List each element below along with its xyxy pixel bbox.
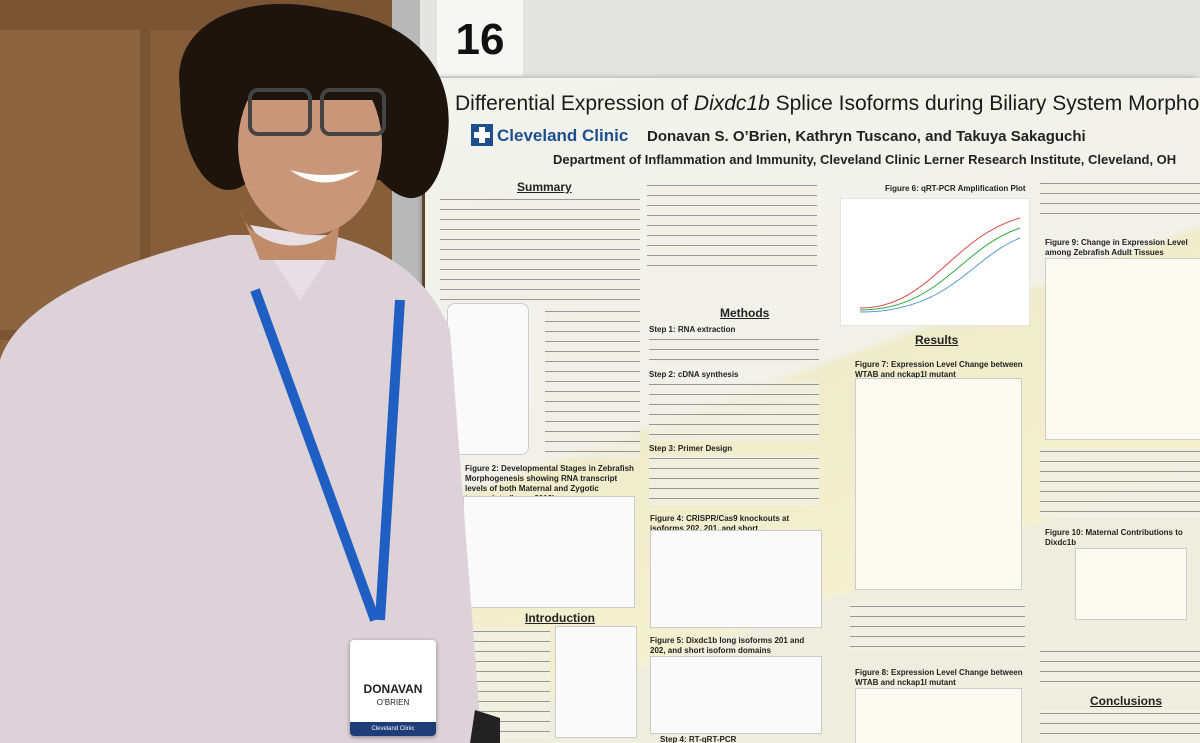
section-heading: Introduction bbox=[525, 611, 595, 625]
body-text bbox=[649, 455, 819, 505]
badge-first-name: DONAVAN bbox=[363, 682, 423, 696]
figure-image bbox=[1045, 258, 1200, 440]
section-heading: Summary bbox=[517, 180, 572, 194]
title-gene: Dixdc1b bbox=[693, 92, 770, 115]
figure-image bbox=[650, 656, 822, 734]
section-heading: Conclusions bbox=[1090, 694, 1163, 708]
glasses-lens bbox=[320, 88, 386, 136]
body-text bbox=[1040, 448, 1200, 518]
title-text: Differential Expression of bbox=[455, 92, 694, 115]
body-text bbox=[440, 196, 640, 306]
smile bbox=[290, 170, 360, 183]
method-step: Step 2: cDNA synthesis bbox=[649, 370, 739, 379]
figure-image bbox=[840, 198, 1030, 326]
affiliation: Department of Inflammation and Immunity,… bbox=[553, 152, 1177, 167]
hypothesis-diagram bbox=[447, 303, 529, 455]
method-step: Step 3: Primer Design bbox=[649, 444, 733, 453]
title-text: Splice Isoforms during Biliary System Mo… bbox=[769, 92, 1200, 115]
poster-title: Differential Expression of Dixdc1b Splic… bbox=[455, 92, 1200, 116]
figure-image bbox=[650, 530, 822, 628]
body-text bbox=[850, 603, 1025, 651]
figure-image bbox=[555, 626, 637, 738]
body-text bbox=[649, 381, 819, 441]
figure-caption: Figure 4: CRISPR/Cas9 knockouts at isofo… bbox=[650, 514, 790, 533]
hair-fringe bbox=[240, 46, 385, 100]
section-heading: Results bbox=[915, 333, 959, 347]
name-badge: DONAVAN O’BRIEN Cleveland Clinic bbox=[350, 640, 436, 736]
person bbox=[0, 3, 500, 743]
figure-caption: Figure 8: Expression Level Change betwee… bbox=[855, 668, 1023, 687]
figure-image bbox=[855, 378, 1022, 590]
figure-caption: Figure 10: Maternal Contributions to Dix… bbox=[1045, 528, 1183, 547]
neck bbox=[240, 210, 340, 260]
body-text bbox=[1040, 648, 1200, 688]
lanyard bbox=[375, 299, 405, 621]
body-text bbox=[1040, 710, 1200, 743]
lanyard bbox=[250, 288, 380, 622]
poster: Differential Expression of Dixdc1b Splic… bbox=[425, 78, 1200, 743]
logo-icon bbox=[471, 124, 493, 146]
section-heading: Methods bbox=[720, 306, 770, 320]
body-text bbox=[647, 182, 817, 272]
logo-text: Cleveland Clinic bbox=[497, 126, 629, 145]
badge-org: Cleveland Clinic bbox=[350, 722, 436, 736]
figure-caption: Figure 5: Dixdc1b long isoforms 201 and … bbox=[650, 636, 805, 655]
badge-last-name: O’BRIEN bbox=[376, 698, 410, 707]
method-step: Step 4: RT-qRT-PCR bbox=[660, 735, 737, 743]
watch bbox=[470, 710, 500, 743]
figure-caption: Figure 6: qRT-PCR Amplification Plot bbox=[885, 184, 1026, 193]
figure-caption: Figure 7: Expression Level Change betwee… bbox=[855, 360, 1023, 379]
figure-image bbox=[855, 688, 1022, 743]
figure-image bbox=[463, 496, 635, 608]
poster-board bbox=[420, 0, 1200, 80]
authors: Donavan S. O’Brien, Kathryn Tuscano, and… bbox=[647, 128, 1086, 145]
method-step: Step 1: RNA extraction bbox=[649, 325, 736, 334]
body-text bbox=[1040, 180, 1200, 216]
body-text bbox=[649, 336, 819, 366]
poster-number-card: 16 bbox=[437, 0, 523, 76]
figure-image bbox=[1075, 548, 1187, 620]
figure-caption: Figure 9: Change in Expression Level amo… bbox=[1045, 238, 1188, 257]
body-text bbox=[545, 308, 640, 458]
glasses-lens bbox=[248, 88, 312, 136]
